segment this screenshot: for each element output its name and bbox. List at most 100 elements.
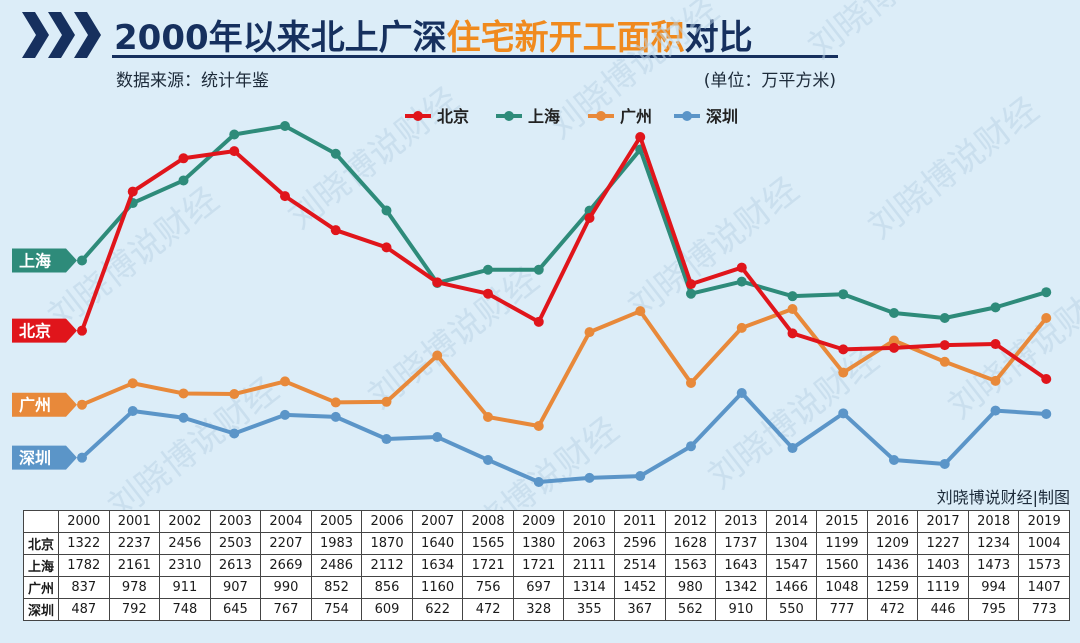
table-value-cell: 1983	[310, 532, 363, 555]
watermark-text: 刘晓博说财经	[941, 270, 1080, 427]
data-point-深圳-2008	[483, 454, 493, 465]
legend-label-广州: 广州	[620, 107, 652, 126]
data-point-广州-2016	[889, 335, 899, 346]
table-year-cell: 2004	[260, 510, 312, 533]
table-value-cell: 1565	[462, 532, 514, 555]
table-row-label: 北京	[23, 532, 59, 555]
table-value-cell: 355	[563, 598, 616, 621]
table-value-cell: 645	[209, 598, 262, 621]
table-value-cell: 609	[361, 598, 413, 621]
table-value-cell: 1634	[411, 554, 464, 577]
table-value-cell: 2456	[159, 532, 211, 555]
table-value-cell: 550	[765, 598, 818, 621]
data-point-广州-2006	[381, 396, 392, 407]
data-point-深圳-2016	[889, 454, 899, 465]
data-point-上海-2015	[838, 289, 849, 300]
data-point-广州-2009	[533, 421, 544, 431]
data-point-深圳-2011	[635, 471, 646, 482]
table-value-cell: 795	[967, 598, 1020, 621]
table-value-cell: 1234	[967, 532, 1020, 555]
data-point-广州-2017	[939, 356, 950, 367]
table-year-cell: 2001	[108, 510, 161, 533]
data-table: 2000 2001 2002 2003 2004 2005 2006 2007 2008 2009…	[23, 510, 1070, 621]
table-value-cell: 1209	[866, 532, 919, 555]
data-point-深圳-2001	[127, 406, 138, 417]
table-value-cell: 990	[260, 576, 312, 599]
data-point-深圳-2018	[990, 405, 1001, 416]
data-point-广州-2019	[1041, 312, 1052, 323]
table-corner-cell	[23, 510, 59, 533]
table-value-cell: 2596	[614, 532, 666, 555]
table-row: 北京 1322 2237 2456 2503 2207 1983 1870 1640 1565 13…	[23, 532, 1070, 555]
table-year-cell: 2003	[209, 510, 262, 533]
table-year-cell: 2016	[866, 510, 919, 533]
table-value-cell: 1721	[512, 554, 565, 577]
data-point-广州-2010	[584, 327, 595, 338]
table-year-cell: 2011	[614, 510, 666, 533]
watermarks: 刘晓博说财经刘晓博说财经刘晓博说财经刘晓博说财经刘晓博说财经刘晓博说财经刘晓博说…	[41, 0, 1080, 510]
watermark-text: 刘晓博说财经	[621, 170, 806, 327]
table-value-cell: 622	[411, 598, 464, 621]
data-point-上海-2016	[889, 307, 899, 318]
table-value-cell: 2613	[209, 554, 262, 577]
table-value-cell: 472	[462, 598, 514, 621]
table-value-cell: 911	[159, 576, 211, 599]
data-point-上海-2018	[990, 302, 1001, 313]
legend-marker-上海	[504, 111, 514, 121]
chevron-logo-icon	[22, 12, 101, 58]
table-value-cell: 754	[310, 598, 363, 621]
table-value-cell: 1342	[715, 576, 767, 599]
table-value-cell: 1403	[917, 554, 969, 577]
table-value-cell: 1452	[614, 576, 666, 599]
line-chart: 刘晓博说财经刘晓博说财经刘晓博说财经刘晓博说财经刘晓博说财经刘晓博说财经刘晓博说…	[12, 0, 1080, 510]
table-value-cell: 1737	[715, 532, 767, 555]
data-point-深圳-2014	[787, 443, 798, 454]
table-header-row: 2000 2001 2002 2003 2004 2005 2006 2007 2008 2009…	[23, 510, 1070, 533]
data-point-上海-2003	[229, 129, 240, 140]
table-value-cell: 748	[159, 598, 211, 621]
table-value-cell: 562	[664, 598, 717, 621]
table-value-cell: 1466	[765, 576, 818, 599]
data-point-深圳-2007	[432, 432, 443, 443]
data-point-广州-2015	[838, 367, 849, 378]
title-main: 2000年以来北上广深	[114, 18, 447, 58]
table-value-cell: 1407	[1018, 576, 1070, 599]
table-value-cell: 2237	[108, 532, 161, 555]
table-year-cell: 2018	[967, 510, 1020, 533]
table-value-cell: 472	[866, 598, 919, 621]
data-point-深圳-2000	[77, 452, 87, 463]
legend-label-上海: 上海	[528, 107, 560, 126]
title-underline	[112, 55, 838, 58]
table-year-cell: 2009	[512, 510, 565, 533]
table-value-cell: 907	[209, 576, 262, 599]
table-year-cell: 2015	[816, 510, 868, 533]
table-year-cell: 2013	[715, 510, 767, 533]
table-year-cell: 2007	[411, 510, 464, 533]
data-point-深圳-2013	[736, 388, 747, 398]
data-point-深圳-2003	[229, 428, 240, 439]
table-year-cell: 2010	[563, 510, 616, 533]
data-point-上海-2005	[330, 148, 341, 159]
table-value-cell: 792	[108, 598, 161, 621]
data-point-北京-2006	[381, 242, 392, 253]
data-point-深圳-2012	[686, 441, 696, 452]
table-value-cell: 1560	[816, 554, 868, 577]
table-value-cell: 2669	[260, 554, 312, 577]
legend-marker-北京	[413, 111, 423, 121]
table-value-cell: 697	[512, 576, 565, 599]
data-point-北京-2005	[330, 225, 341, 236]
data-point-深圳-2017	[939, 458, 950, 469]
table-value-cell: 2514	[614, 554, 666, 577]
table-value-cell: 1322	[58, 532, 110, 555]
table-year-cell: 2006	[361, 510, 413, 533]
table-row-label: 深圳	[23, 598, 59, 621]
series-line-北京	[80, 135, 1048, 381]
data-point-深圳-2019	[1041, 408, 1052, 419]
data-point-深圳-2006	[381, 434, 392, 445]
table-value-cell: 328	[512, 598, 565, 621]
data-point-广州-2018	[990, 375, 1001, 386]
data-point-上海-2000	[77, 255, 87, 266]
series-lines	[77, 121, 1052, 487]
source-note: 数据来源：统计年鉴	[116, 71, 269, 91]
data-point-北京-2014	[787, 328, 798, 339]
